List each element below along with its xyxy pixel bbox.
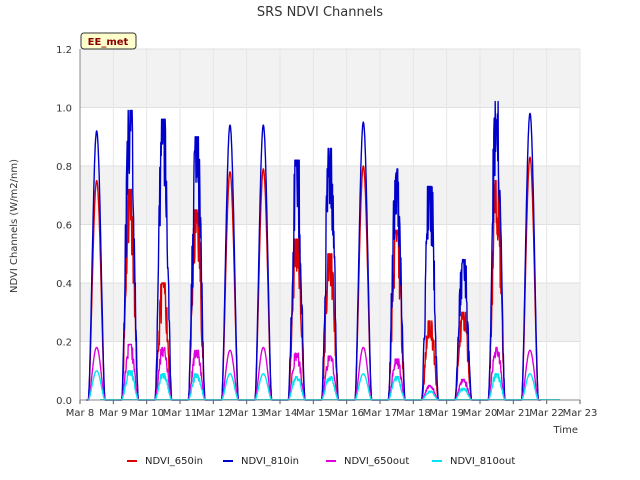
x-tick-label: Mar 14	[263, 408, 298, 419]
legend-label: NDVI_810out	[450, 456, 515, 467]
legend-label: NDVI_650out	[344, 456, 409, 467]
x-tick-label: Mar 15	[296, 408, 331, 419]
site-tag-badge: EE_met	[80, 32, 137, 50]
x-tick-label: Mar 20	[463, 408, 498, 419]
x-tick-label: Mar 10	[129, 408, 164, 419]
legend-label: NDVI_650in	[145, 456, 203, 467]
x-tick-label: Mar 21	[496, 408, 531, 419]
y-tick-label: 0.0	[56, 396, 72, 407]
x-tick-label: Mar 17	[363, 408, 398, 419]
site-tag-box	[80, 32, 137, 50]
chart-legend: NDVI_650in NDVI_810in NDVI_650out NDVI_810o…	[127, 456, 515, 467]
x-tick-label: Mar 11	[163, 408, 198, 419]
y-tick-label: 0.8	[56, 162, 72, 173]
x-tick-label: Mar 22	[529, 408, 564, 419]
x-axis-title: Time	[553, 425, 578, 436]
y-tick-label: 0.4	[56, 279, 72, 290]
x-tick-label: Mar 16	[329, 408, 364, 419]
y-tick-label: 1.2	[56, 45, 72, 56]
x-tick-label: Mar 8	[66, 408, 94, 419]
y-tick-label: 1.0	[56, 104, 72, 115]
legend-label: NDVI_810in	[241, 456, 299, 467]
x-tick-label: Mar 23	[563, 408, 598, 419]
site-tag-label: EE_met	[88, 37, 129, 48]
x-tick-label: Mar 13	[229, 408, 264, 419]
y-tick-label: 0.2	[56, 338, 72, 349]
x-tick-label: Mar 18	[396, 408, 431, 419]
plot-band	[80, 49, 580, 108]
chart-title: SRS NDVI Channels	[257, 5, 383, 20]
y-tick-label: 0.6	[56, 221, 72, 232]
y-axis-title: NDVI Channels (W/m2/nm)	[9, 159, 20, 293]
x-tick-label: Mar 19	[429, 408, 464, 419]
plot-band	[80, 283, 580, 342]
x-tick-label: Mar 9	[99, 408, 127, 419]
x-tick-label: Mar 12	[196, 408, 231, 419]
